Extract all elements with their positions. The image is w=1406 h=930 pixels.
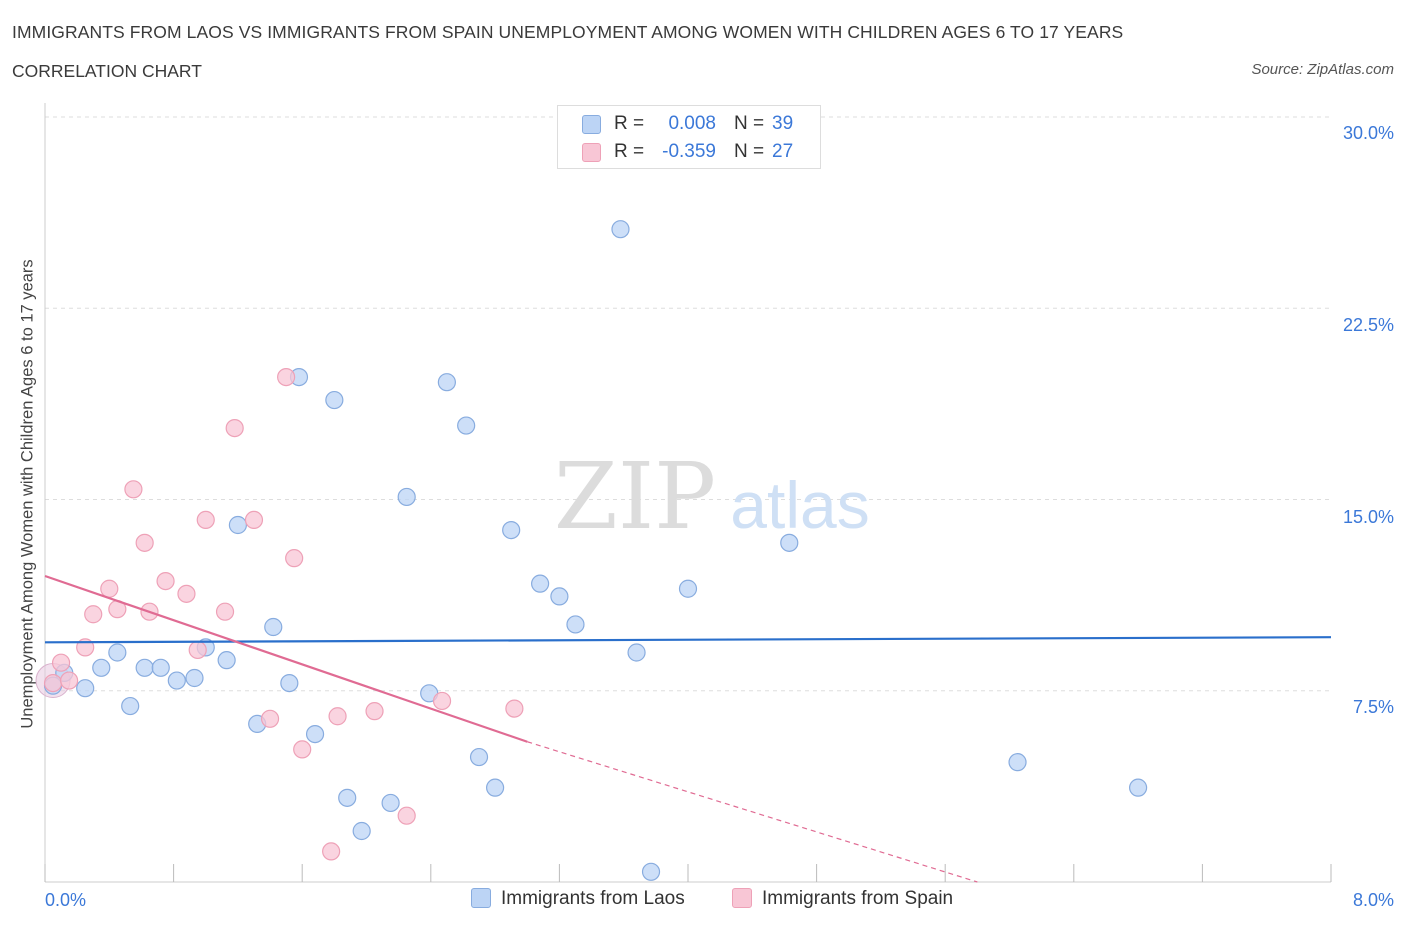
spain-point bbox=[215, 602, 235, 621]
chart-subtitle: CORRELATION CHART bbox=[12, 61, 202, 81]
spain-point bbox=[285, 549, 304, 568]
x-tick-max: 8.0% bbox=[1352, 890, 1394, 910]
spain-point bbox=[124, 480, 143, 499]
correlation-legend: R = 0.008 N = 39 R = -0.359 N = 27 bbox=[557, 105, 821, 169]
gridlines bbox=[45, 116, 1331, 692]
spain-point bbox=[51, 653, 71, 672]
bottom-legend-laos: Immigrants from Laos bbox=[471, 888, 685, 910]
laos-point bbox=[678, 579, 698, 598]
axes bbox=[44, 103, 1332, 883]
laos-point bbox=[611, 220, 630, 239]
laos-point bbox=[352, 821, 371, 841]
n-value-spain: 27 bbox=[772, 141, 794, 162]
laos-point bbox=[135, 658, 154, 677]
spain-point bbox=[328, 707, 347, 726]
data-points bbox=[35, 220, 1148, 881]
laos-point bbox=[264, 617, 283, 637]
laos-point bbox=[486, 778, 505, 797]
y-tick-22-5: 22.5% bbox=[1342, 315, 1394, 335]
x-tick-min: 0.0% bbox=[45, 890, 87, 910]
laos-point bbox=[228, 515, 247, 535]
laos-point bbox=[305, 724, 325, 744]
spain-point bbox=[60, 671, 79, 690]
n-label: N = bbox=[734, 113, 765, 134]
spain-point bbox=[177, 584, 196, 603]
laos-point bbox=[1008, 753, 1027, 772]
laos-point bbox=[469, 747, 489, 767]
spain-point bbox=[365, 702, 384, 721]
laos-point bbox=[338, 788, 357, 807]
laos-point bbox=[121, 696, 140, 716]
laos-swatch bbox=[582, 115, 601, 134]
spain-point bbox=[397, 806, 416, 825]
spain-point bbox=[188, 640, 207, 660]
spain-point bbox=[277, 368, 296, 387]
spain-legend-label: Immigrants from Spain bbox=[762, 888, 954, 909]
r-label: R = bbox=[614, 113, 645, 134]
laos-point bbox=[780, 533, 799, 552]
y-tick-15: 15.0% bbox=[1342, 507, 1394, 527]
laos-point bbox=[280, 673, 299, 693]
laos-point bbox=[397, 487, 416, 507]
trend-lines bbox=[44, 574, 1332, 883]
spain-point bbox=[43, 673, 63, 693]
laos-point bbox=[531, 574, 550, 593]
laos-point bbox=[381, 793, 400, 813]
laos-trend-line bbox=[44, 636, 1332, 644]
laos-point bbox=[108, 643, 127, 662]
spain-trend-line bbox=[44, 574, 528, 743]
spain-point bbox=[84, 605, 103, 624]
y-tick-7-5: 7.5% bbox=[1352, 697, 1394, 717]
n-label: N = bbox=[734, 141, 765, 162]
laos-point bbox=[167, 671, 186, 690]
r-value-laos: 0.008 bbox=[668, 113, 716, 134]
spain-point bbox=[244, 510, 264, 530]
spain-trend-extension bbox=[527, 741, 978, 883]
spain-point bbox=[225, 419, 244, 438]
laos-point bbox=[151, 658, 170, 677]
spain-swatch bbox=[582, 143, 601, 162]
spain-legend-swatch bbox=[732, 888, 752, 908]
r-value-spain: -0.359 bbox=[662, 141, 716, 162]
laos-point bbox=[325, 390, 344, 410]
laos-point bbox=[627, 643, 646, 662]
r-label: R = bbox=[614, 141, 645, 162]
spain-point bbox=[322, 842, 341, 861]
spain-point bbox=[196, 510, 215, 530]
laos-point bbox=[92, 658, 111, 677]
bottom-legend-spain: Immigrants from Spain bbox=[732, 888, 953, 910]
laos-point bbox=[1128, 778, 1148, 797]
laos-point bbox=[457, 416, 476, 435]
laos-point bbox=[566, 615, 585, 634]
source-label: Source: ZipAtlas.com bbox=[1251, 61, 1394, 78]
laos-legend-swatch bbox=[471, 888, 491, 908]
spain-point bbox=[100, 579, 119, 598]
y-tick-30: 30.0% bbox=[1342, 123, 1394, 143]
watermark-atlas: atlas bbox=[730, 468, 869, 542]
laos-point bbox=[502, 520, 521, 540]
laos-point bbox=[550, 587, 569, 606]
laos-point bbox=[641, 862, 661, 881]
spain-point bbox=[156, 571, 175, 591]
spain-point bbox=[260, 709, 280, 728]
laos-point bbox=[76, 679, 95, 698]
chart-title: IMMIGRANTS FROM LAOS VS IMMIGRANTS FROM … bbox=[12, 22, 1124, 42]
spain-point bbox=[505, 699, 524, 718]
spain-point bbox=[432, 691, 452, 711]
watermark-zip: ZIP bbox=[554, 443, 716, 550]
spain-point bbox=[135, 533, 154, 552]
laos-point bbox=[185, 668, 204, 688]
laos-legend-label: Immigrants from Laos bbox=[501, 888, 685, 909]
n-value-laos: 39 bbox=[772, 113, 794, 134]
laos-point bbox=[217, 651, 236, 670]
laos-point bbox=[437, 373, 456, 392]
spain-point bbox=[293, 740, 312, 759]
